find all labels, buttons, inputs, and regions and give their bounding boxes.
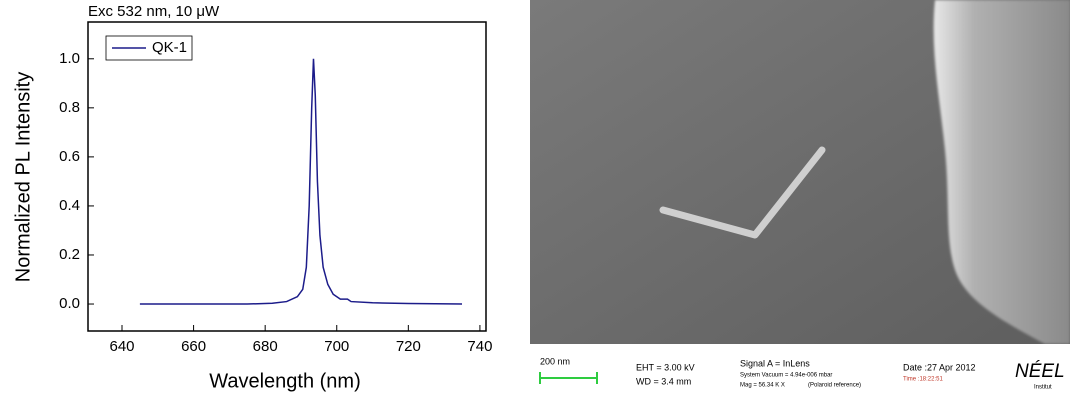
info-text: Mag = 56.34 K X: [740, 383, 785, 389]
info-text: Time :18:22:51: [903, 377, 943, 383]
info-text: Date :27 Apr 2012: [903, 362, 976, 372]
sem-info-bar: [530, 344, 1070, 394]
x-axis-label: Wavelength (nm): [209, 370, 361, 392]
x-tick-label: 740: [467, 338, 492, 355]
y-tick-label: 0.0: [59, 295, 80, 312]
sem-edge: [933, 0, 1070, 344]
data-line: [139, 58, 463, 305]
plot-frame: [87, 21, 487, 332]
legend-label: QK-1: [152, 39, 187, 56]
x-tick-label: 640: [109, 338, 134, 355]
sem-nanowire: [659, 146, 826, 239]
x-tick-label: 660: [181, 338, 206, 355]
x-tick-label: 680: [253, 338, 278, 355]
x-tick-label: 720: [396, 338, 421, 355]
y-tick-label: 0.4: [59, 197, 80, 214]
y-tick-label: 0.2: [59, 246, 80, 263]
info-text: WD = 3.4 mm: [636, 376, 691, 386]
y-tick-label: 0.6: [59, 148, 80, 165]
x-tick-label: 700: [324, 338, 349, 355]
y-tick-label: 0.8: [59, 99, 80, 116]
y-tick-label: 1.0: [59, 50, 80, 67]
logo: NÉEL: [1015, 361, 1065, 382]
scale-label: 200 nm: [540, 356, 570, 366]
info-text: System Vacuum = 4.94e-006 mbar: [740, 373, 832, 379]
logo-sub: Institut: [1034, 385, 1052, 391]
y-axis-label: Normalized PL Intensity: [12, 72, 34, 282]
info-text: (Polaroid reference): [808, 383, 861, 389]
info-text: EHT = 3.00 kV: [636, 362, 695, 372]
info-text: Signal A = InLens: [740, 358, 810, 368]
chart-title: Exc 532 nm, 10 μW: [88, 3, 220, 20]
chart: Exc 532 nm, 10 μW Wavelength (nm) Normal…: [12, 3, 492, 392]
sem-image: 200 nm EHT = 3.00 kV WD = 3.4 mm Signal …: [530, 0, 1070, 394]
